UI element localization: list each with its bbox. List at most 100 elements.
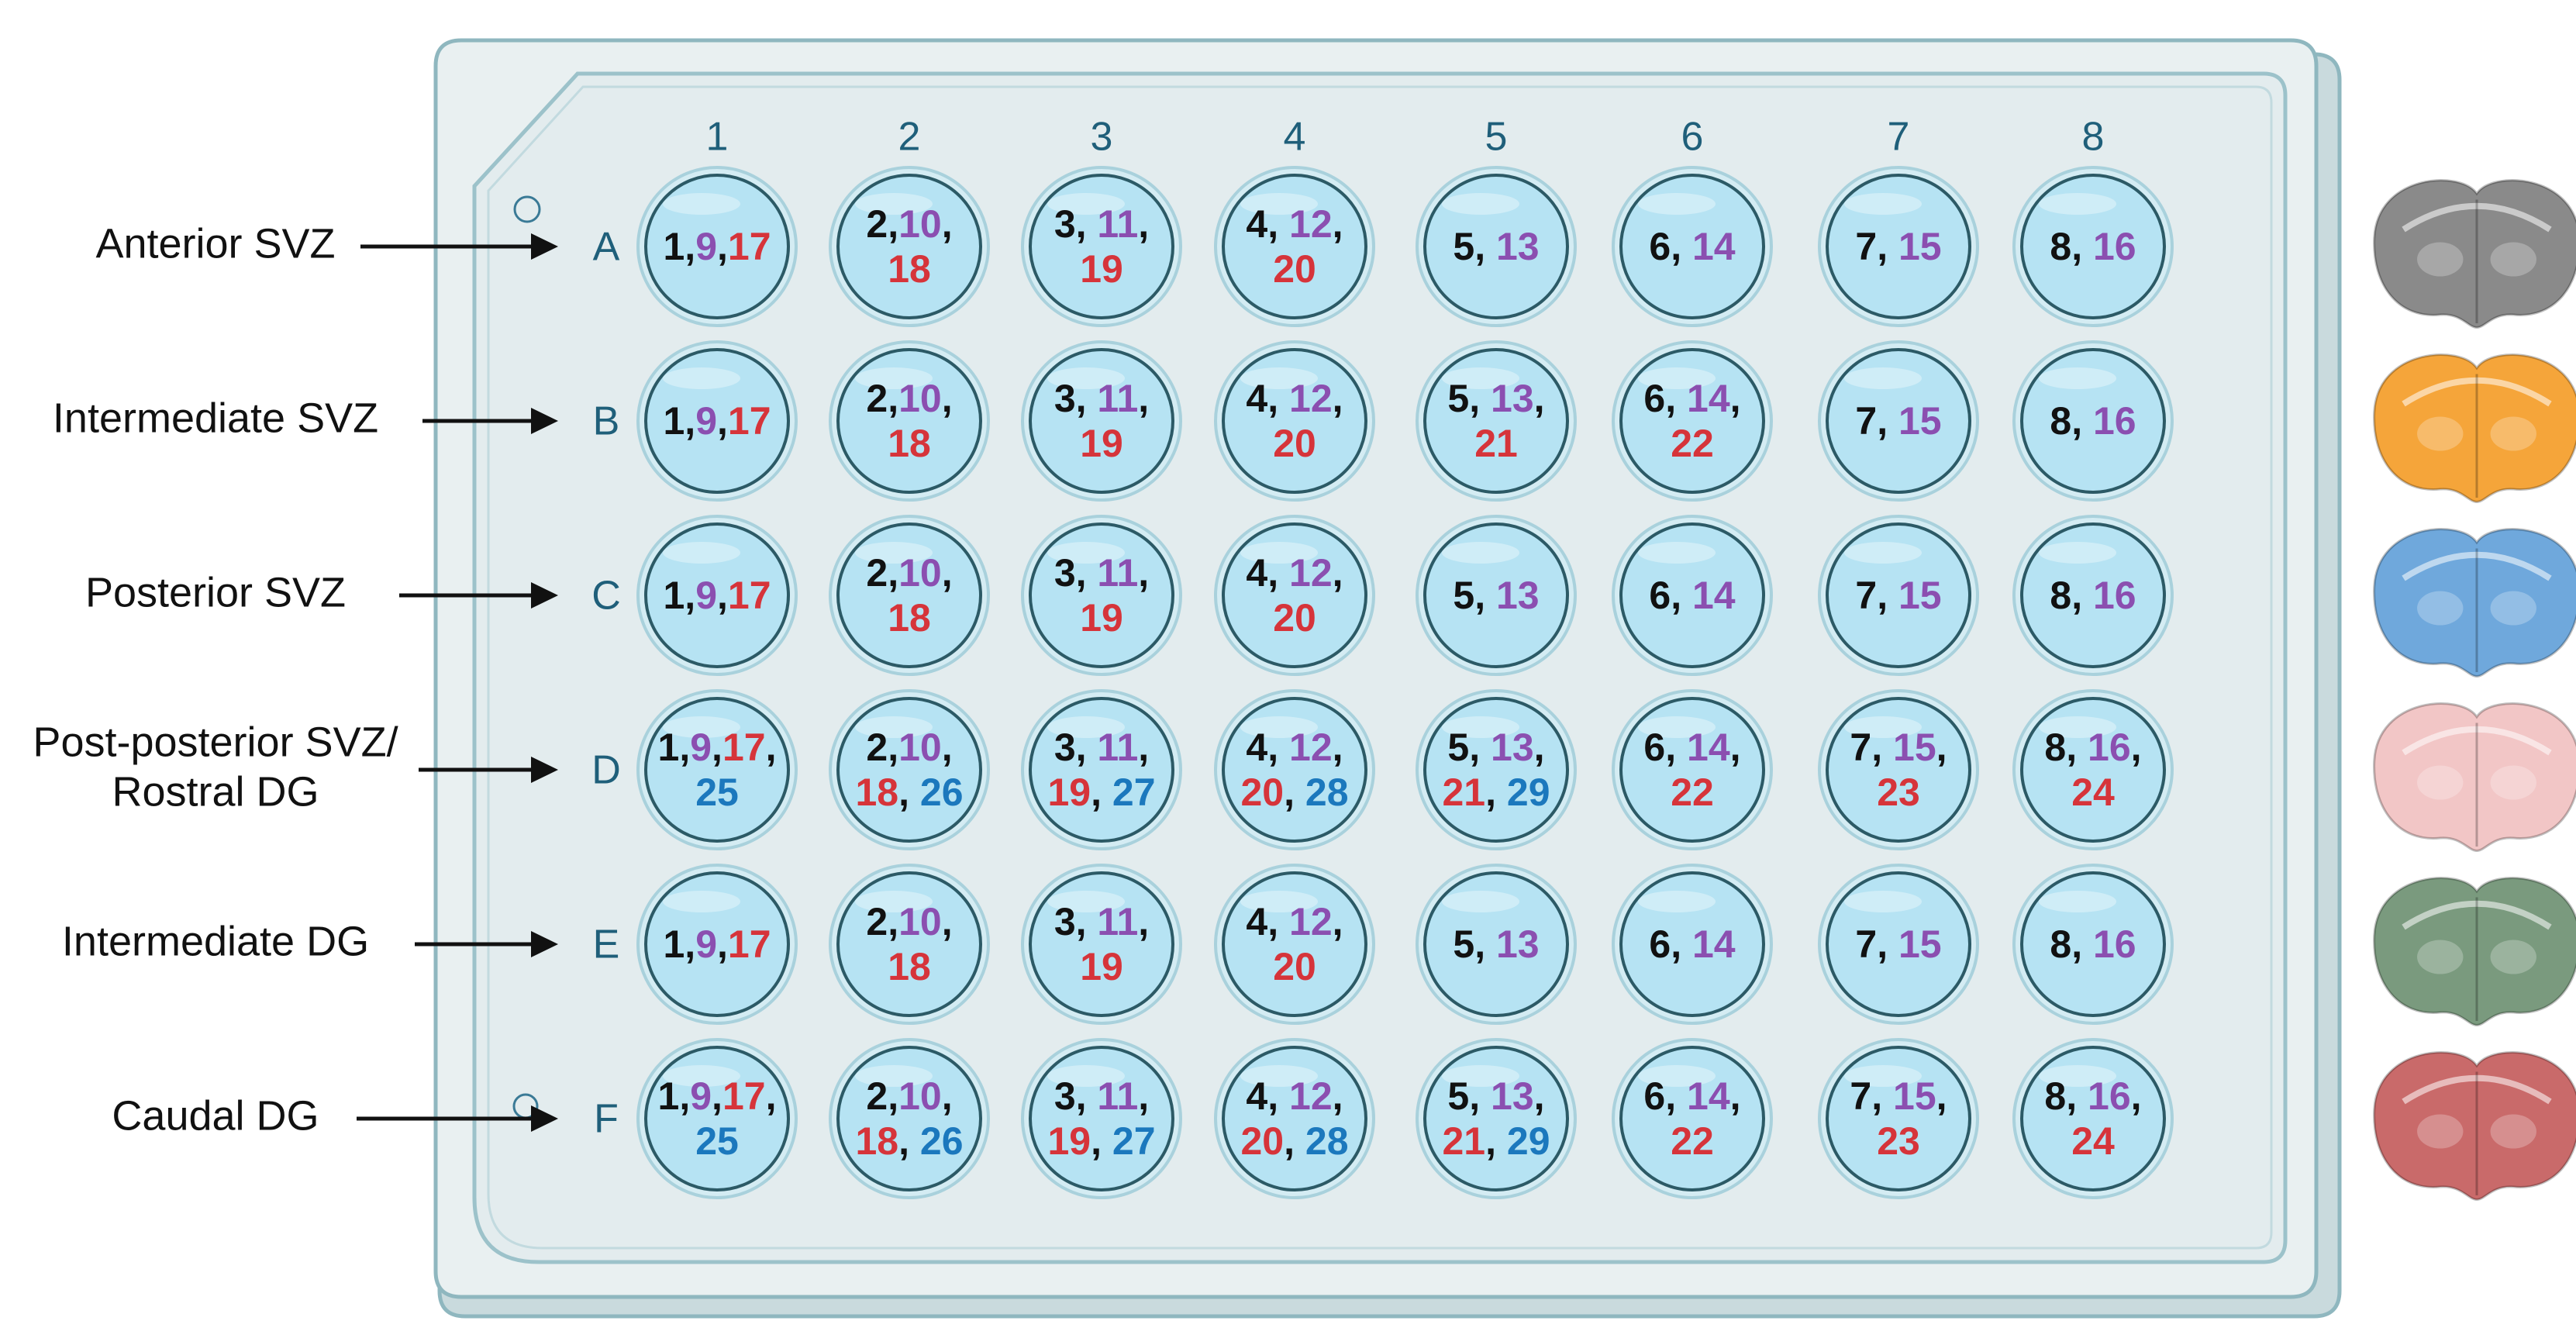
sample-number: , xyxy=(942,1074,953,1118)
sample-number: , xyxy=(1469,726,1491,769)
sample-number: 5 xyxy=(1453,574,1474,617)
well-d6[interactable]: 6, 14,22 xyxy=(1612,689,1773,850)
well-a7[interactable]: 7, 15 xyxy=(1818,166,1979,327)
well-inner xyxy=(1222,871,1367,1017)
well-b1[interactable]: 1,9,17 xyxy=(636,340,798,502)
sample-number: 19 xyxy=(1080,247,1123,291)
well-sample-numbers: 18 xyxy=(888,247,931,291)
sample-number: 13 xyxy=(1491,726,1534,769)
sample-number: 13 xyxy=(1491,377,1534,420)
well-f1[interactable]: 1,9,17,25 xyxy=(636,1038,798,1199)
well-b3[interactable]: 3, 11,19 xyxy=(1021,340,1182,502)
well-c6[interactable]: 6, 14 xyxy=(1612,515,1773,676)
well-f7[interactable]: 7, 15,23 xyxy=(1818,1038,1979,1199)
well-e4[interactable]: 4, 12,20 xyxy=(1214,864,1375,1025)
sample-number: , xyxy=(1138,202,1149,246)
sample-number: , xyxy=(2066,726,2088,769)
well-f6[interactable]: 6, 14,22 xyxy=(1612,1038,1773,1199)
sample-number: 20 xyxy=(1273,422,1316,465)
sample-number: 17 xyxy=(728,574,771,617)
sample-number: 25 xyxy=(695,1119,739,1163)
well-a1[interactable]: 1,9,17 xyxy=(636,166,798,327)
well-highlight xyxy=(1240,367,1318,389)
sample-number: , xyxy=(1333,377,1343,420)
brain-section-icon xyxy=(2373,702,2576,853)
well-d5[interactable]: 5, 13,21, 29 xyxy=(1416,689,1577,850)
sample-number: , xyxy=(1284,771,1305,814)
well-e1[interactable]: 1,9,17 xyxy=(636,864,798,1025)
sample-number: 12 xyxy=(1289,377,1333,420)
well-c7[interactable]: 7, 15 xyxy=(1818,515,1979,676)
sample-number: 18 xyxy=(888,422,931,465)
well-a6[interactable]: 6, 14 xyxy=(1612,166,1773,327)
well-b6[interactable]: 6, 14,22 xyxy=(1612,340,1773,502)
well-b5[interactable]: 5, 13,21 xyxy=(1416,340,1577,502)
sample-number: 23 xyxy=(1877,771,1920,814)
sample-number: 11 xyxy=(1097,1074,1138,1118)
well-sample-numbers: 18, 26 xyxy=(855,771,963,814)
well-c1[interactable]: 1,9,17 xyxy=(636,515,798,676)
well-b8[interactable]: 8, 16 xyxy=(2012,340,2174,502)
region-label: Anterior SVZ xyxy=(95,220,335,267)
sample-number: , xyxy=(685,922,695,966)
well-d2[interactable]: 2,10,18, 26 xyxy=(829,689,990,850)
sample-number: 19 xyxy=(1080,945,1123,988)
well-f5[interactable]: 5, 13,21, 29 xyxy=(1416,1038,1577,1199)
sample-number: 1 xyxy=(663,399,685,443)
well-a4[interactable]: 4, 12,20 xyxy=(1214,166,1375,327)
well-c2[interactable]: 2,10,18 xyxy=(829,515,990,676)
well-b7[interactable]: 7, 15 xyxy=(1818,340,1979,502)
plate-row-e: Intermediate DG E 1,9,172,10,183, 11,194, … xyxy=(62,864,2576,1027)
well-d3[interactable]: 3, 11,19, 27 xyxy=(1021,689,1182,850)
sample-number: , xyxy=(1076,726,1098,769)
sample-number: , xyxy=(1267,726,1289,769)
sample-number: , xyxy=(1936,726,1947,769)
well-b2[interactable]: 2,10,18 xyxy=(829,340,990,502)
well-e7[interactable]: 7, 15 xyxy=(1818,864,1979,1025)
well-f8[interactable]: 8, 16,24 xyxy=(2012,1038,2174,1199)
well-highlight xyxy=(1638,542,1716,564)
sample-number: 16 xyxy=(2093,574,2136,617)
well-sample-numbers: 6, 14, xyxy=(1643,726,1740,769)
well-sample-numbers: 1,9,17 xyxy=(663,922,771,966)
well-e5[interactable]: 5, 13 xyxy=(1416,864,1577,1025)
well-e2[interactable]: 2,10,18 xyxy=(829,864,990,1025)
well-f2[interactable]: 2,10,18, 26 xyxy=(829,1038,990,1199)
well-inner xyxy=(1029,697,1174,843)
well-d7[interactable]: 7, 15,23 xyxy=(1818,689,1979,850)
sample-number: , xyxy=(1534,1074,1545,1118)
well-f3[interactable]: 3, 11,19, 27 xyxy=(1021,1038,1182,1199)
sample-number: 12 xyxy=(1289,900,1333,943)
sample-number: 26 xyxy=(920,771,964,814)
well-c4[interactable]: 4, 12,20 xyxy=(1214,515,1375,676)
well-a3[interactable]: 3, 11,19 xyxy=(1021,166,1182,327)
well-f4[interactable]: 4, 12,20, 28 xyxy=(1214,1038,1375,1199)
well-d4[interactable]: 4, 12,20, 28 xyxy=(1214,689,1375,850)
well-e8[interactable]: 8, 16 xyxy=(2012,864,2174,1025)
well-d8[interactable]: 8, 16,24 xyxy=(2012,689,2174,850)
well-c3[interactable]: 3, 11,19 xyxy=(1021,515,1182,676)
plate-row-f: Caudal DG F1,9,17,252,10,18, 263, 11,19, … xyxy=(112,1038,2576,1202)
sample-number: , xyxy=(1671,922,1692,966)
well-e6[interactable]: 6, 14 xyxy=(1612,864,1773,1025)
well-b4[interactable]: 4, 12,20 xyxy=(1214,340,1375,502)
sample-number: 7 xyxy=(1850,726,1871,769)
sample-number: 1 xyxy=(663,225,685,268)
sample-number: , xyxy=(1469,1074,1491,1118)
sample-number: , xyxy=(679,1074,690,1118)
sample-number: , xyxy=(1138,551,1149,595)
plate-orientation-circle-top xyxy=(513,195,541,223)
arrow-head-icon xyxy=(531,408,558,434)
well-inner xyxy=(1619,697,1765,843)
well-a5[interactable]: 5, 13 xyxy=(1416,166,1577,327)
sample-number: 16 xyxy=(2088,726,2131,769)
well-e3[interactable]: 3, 11,19 xyxy=(1021,864,1182,1025)
well-c5[interactable]: 5, 13 xyxy=(1416,515,1577,676)
sample-number: , xyxy=(679,726,690,769)
well-a2[interactable]: 2,10,18 xyxy=(829,166,990,327)
well-c8[interactable]: 8, 16 xyxy=(2012,515,2174,676)
well-d1[interactable]: 1,9,17,25 xyxy=(636,689,798,850)
sample-number: 6 xyxy=(1649,225,1671,268)
well-a8[interactable]: 8, 16 xyxy=(2012,166,2174,327)
well-sample-numbers: 18 xyxy=(888,945,931,988)
